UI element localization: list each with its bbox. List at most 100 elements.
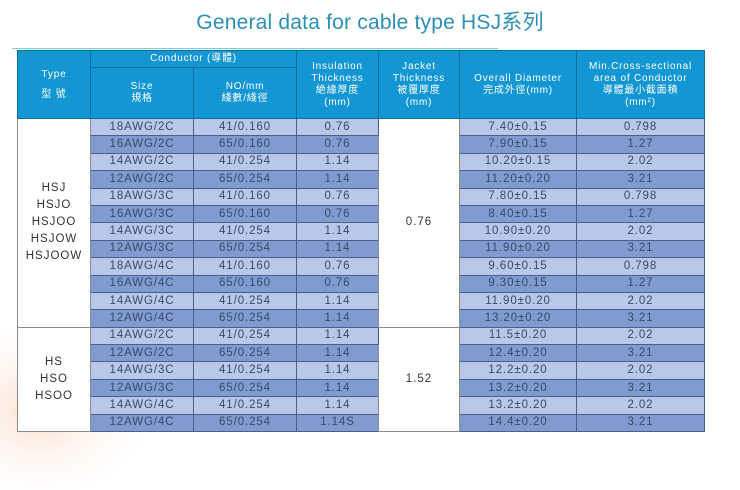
diameter-cell: 10.90±0.20 [459,222,577,241]
header-diameter-l2: 完成外徑(mm) [483,84,553,96]
insulation-cell: 1.14 [296,152,379,172]
page-title: General data for cable type HSJ系列 [196,11,544,34]
insulation-cell: 1.14 [296,361,379,380]
size-cell: 18AWG/3C [90,187,194,206]
header-size: Size 規格 [90,67,194,119]
table-row: 12AWG/4C 65/0.254 1.14S 14.4±0.20 3.21 [18,413,705,433]
size-cell: 14AWG/4C [90,291,194,311]
nomm-cell: 41/0.254 [193,291,297,311]
table-row: 12AWG/4C 65/0.254 1.14 13.20±0.20 3.21 [18,309,705,328]
type-name: HS [45,355,63,368]
table-row: HSJ HSJO HSJOO HSJOW HSJOOW 18AWG/2C 41/0.160 0… [17,117,705,328]
type-name: HSJOW [30,233,78,246]
nomm-cell: 65/0.254 [193,239,297,259]
type-name: HSJOOW [25,250,83,263]
jacket-thickness-cell: 1.52 [378,326,460,433]
nomm-cell: 65/0.160 [193,135,297,154]
nomm-cell: 41/0.254 [193,396,297,415]
type-cell: HS HSO HSOO [17,326,91,433]
insulation-cell: 0.76 [296,204,379,224]
table-row: 16AWG/4C 65/0.160 0.76 9.30±0.15 1.27 [18,274,705,293]
type-name: HSOO [35,389,73,402]
jacket-thickness-cell: 0.76 [378,118,460,328]
size-cell: 12AWG/2C [90,170,194,189]
insulation-cell: 0.76 [296,187,379,206]
cross-section-cell: 2.02 [576,361,705,380]
size-cell: 14AWG/4C [90,396,194,415]
size-cell: 12AWG/4C [90,413,194,433]
diameter-cell: 9.30±0.15 [459,274,577,293]
insulation-cell: 0.76 [296,117,379,137]
cross-section-cell: 0.798 [576,117,705,137]
header-cross-l1: Min.Cross-sectional [588,60,692,72]
size-cell: 18AWG/4C [90,257,194,276]
nomm-cell: 41/0.254 [193,222,297,241]
diameter-cell: 13.2±0.20 [459,378,577,398]
header-jacket-l2: Thickness [392,72,446,84]
nomm-cell: 65/0.254 [193,309,297,328]
table-row: 14AWG/4C 41/0.254 1.14 11.90±0.20 2.02 [18,291,705,311]
cross-section-cell: 1.27 [576,204,705,224]
insulation-cell: 1.14 [296,378,379,398]
diameter-cell: 8.40±0.15 [459,204,577,224]
diameter-cell: 9.60±0.15 [459,257,577,276]
size-cell: 16AWG/4C [90,274,194,293]
insulation-cell: 0.76 [296,135,379,154]
header-cross-l2: area of Conductor [593,72,688,84]
type-name: HSJ [41,182,67,195]
cross-section-cell: 2.02 [576,291,705,311]
type-cell: HSJ HSJO HSJOO HSJOW HSJOOW [17,118,91,328]
size-cell: 18AWG/2C [90,117,194,137]
header-insulation-l4: (mm) [324,96,351,108]
header-jacket-l4: (mm) [405,96,433,108]
diameter-cell: 11.5±0.20 [459,326,577,346]
insulation-cell: 1.14 [296,239,379,259]
header-jacket: Jacket Thickness 被覆厚度 (mm) [378,50,460,119]
table-row: HS HSO HSOO 14AWG/2C 41/0.254 1.14 1.52 11.5±0.… [17,326,705,433]
size-cell: 14AWG/2C [90,152,194,172]
header-insulation: Insulation Thickness 絶緣厚度 (mm) [296,50,379,119]
cross-section-cell: 1.27 [576,274,705,293]
header-jacket-l1: Jacket [402,60,436,72]
header-nomm-zh: 綫數/綫徑 [221,93,269,104]
table-body: HSJ HSJO HSJOO HSJOW HSJOOW 18AWG/2C 41/0.160 0… [17,117,705,433]
size-cell: 12AWG/3C [90,239,194,259]
diameter-cell: 11.90±0.20 [459,291,577,311]
nomm-cell: 41/0.160 [193,187,297,206]
nomm-cell: 41/0.160 [193,117,297,137]
header-conductor: Conductor (導體) [90,50,297,68]
diameter-cell: 11.90±0.20 [459,239,577,259]
header-cross-l3: 導體最小截面積 [602,84,679,96]
table-row: 18AWG/3C 41/0.160 0.76 7.80±0.15 0.798 [18,187,705,206]
diameter-cell: 7.40±0.15 [459,117,577,137]
diameter-cell: 7.90±0.15 [459,135,577,154]
cross-section-cell: 3.21 [576,170,705,189]
cross-section-cell: 1.27 [576,135,705,154]
table-row: 12AWG/3C 65/0.254 1.14 13.2±0.20 3.21 [18,378,705,398]
cross-section-cell: 3.21 [576,413,705,433]
diameter-cell: 7.80±0.15 [459,187,577,206]
diameter-cell: 13.20±0.20 [459,309,577,328]
size-cell: 12AWG/3C [90,378,194,398]
table-row: 16AWG/3C 65/0.160 0.76 8.40±0.15 1.27 [18,204,705,224]
diameter-cell: 14.4±0.20 [459,413,577,433]
cross-section-cell: 2.02 [576,152,705,172]
cross-section-cell: 2.02 [576,222,705,241]
table-row: 12AWG/3C 65/0.254 1.14 11.90±0.20 3.21 [18,239,705,259]
type-name: HSJOO [31,216,77,229]
nomm-cell: 41/0.254 [193,361,297,380]
type-name: HSJO [36,199,72,212]
nomm-cell: 41/0.254 [193,152,297,172]
header-jacket-l3: 被覆厚度 [397,84,441,96]
diameter-cell: 12.2±0.20 [459,361,577,380]
table-row: 14AWG/3C 41/0.254 1.14 10.90±0.20 2.02 [18,222,705,241]
header-insulation-l2: Thickness [311,72,364,84]
diameter-cell: 10.20±0.15 [459,152,577,172]
cross-section-cell: 2.02 [576,326,705,346]
header-size-zh: 規格 [131,93,153,104]
size-cell: 14AWG/2C [90,326,194,346]
diameter-cell: 13.2±0.20 [459,396,577,415]
cross-section-cell: 3.21 [576,239,705,259]
header-type: Type 型 號 [17,50,91,119]
insulation-cell: 1.14S [296,413,379,433]
